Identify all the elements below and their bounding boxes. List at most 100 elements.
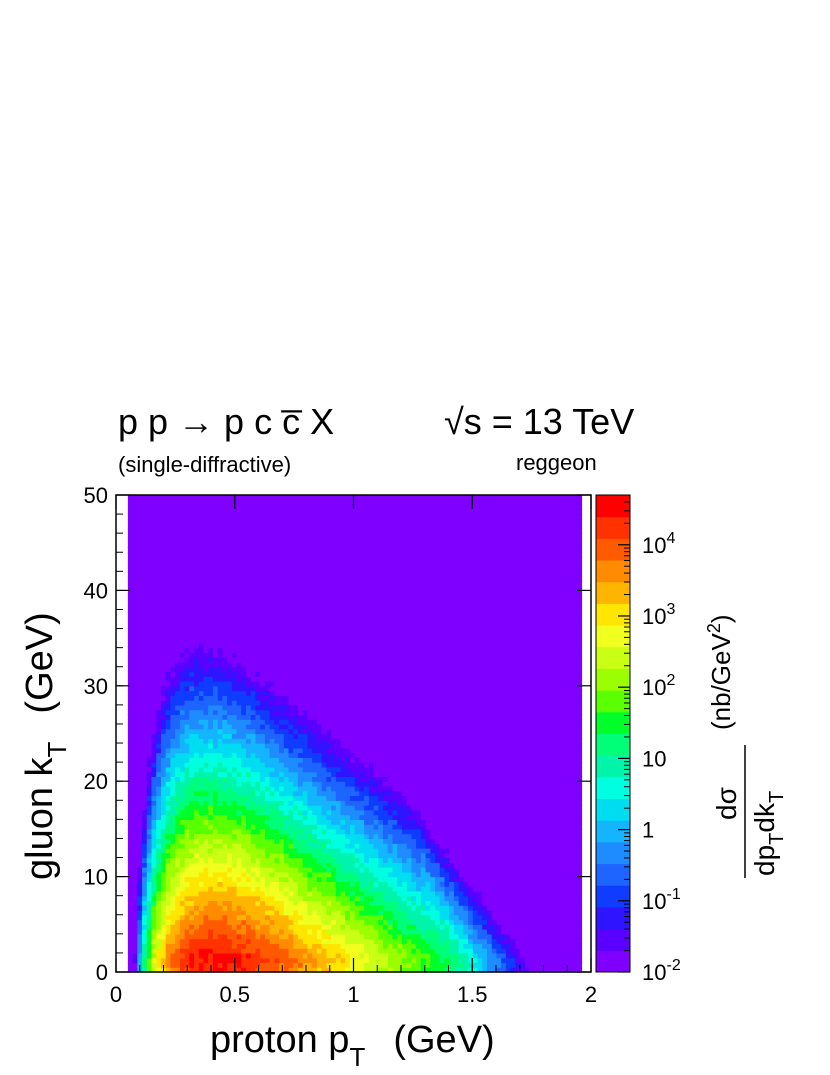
heatmap-cell [132, 542, 138, 549]
heatmap-cell [326, 785, 332, 792]
heatmap-cell [208, 638, 214, 644]
heatmap-cell [127, 919, 134, 925]
heatmap-cell [312, 537, 318, 544]
heatmap-cell [236, 852, 242, 859]
heatmap-cell [250, 533, 257, 539]
heatmap-cell [293, 962, 299, 968]
heatmap-cell [255, 752, 261, 758]
heatmap-cell [340, 633, 346, 639]
heatmap-cell [335, 566, 342, 572]
heatmap-cell [246, 566, 252, 572]
heatmap-cell [179, 638, 186, 644]
heatmap-cell [335, 781, 342, 787]
heatmap-cell [354, 599, 361, 606]
heatmap-cell [132, 619, 138, 625]
heatmap-cell [335, 719, 342, 725]
heatmap-cell [331, 652, 337, 658]
heatmap-cell [340, 957, 346, 964]
heatmap-cell [227, 771, 233, 778]
heatmap-cell [283, 681, 290, 687]
heatmap-cell [331, 638, 337, 644]
heatmap-cell [269, 929, 275, 935]
heatmap-cell [194, 752, 200, 758]
heatmap-cell [345, 700, 351, 706]
heatmap-cell [326, 533, 332, 539]
heatmap-cell [198, 642, 205, 649]
heatmap-cell [349, 771, 356, 778]
heatmap-cell [345, 619, 351, 625]
heatmap-cell [137, 776, 143, 782]
heatmap-cell [312, 809, 318, 816]
heatmap-cell [312, 943, 318, 949]
heatmap-cell [274, 709, 280, 716]
heatmap-cell [165, 781, 172, 787]
heatmap-cell [279, 690, 285, 696]
heatmap-cell [208, 952, 214, 959]
heatmap-cell [279, 537, 285, 544]
heatmap-cell [302, 867, 309, 873]
heatmap-cell [297, 824, 304, 830]
heatmap-cell [331, 676, 337, 682]
heatmap-cell [212, 542, 219, 549]
heatmap-cell [175, 528, 181, 534]
heatmap-cell [250, 785, 257, 792]
heatmap-cell [208, 561, 214, 568]
heatmap-cell [326, 690, 332, 696]
heatmap-cell [331, 790, 337, 797]
heatmap-cell [179, 924, 186, 930]
heatmap-cell [170, 547, 176, 553]
heatmap-cell [208, 523, 214, 529]
heatmap-cell [165, 838, 172, 844]
heatmap-cell [189, 561, 195, 568]
heatmap-cell [340, 566, 346, 572]
heatmap-cell [156, 785, 162, 792]
heatmap-cell [307, 762, 313, 768]
heatmap-cell [302, 862, 309, 868]
heatmap-cell [293, 909, 299, 916]
heatmap-cell [321, 781, 327, 787]
heatmap-cell [302, 676, 309, 682]
heatmap-cell [335, 871, 342, 878]
heatmap-cell [203, 871, 209, 878]
heatmap-cell [255, 518, 261, 525]
heatmap-cell [302, 495, 309, 501]
heatmap-cell [250, 657, 257, 663]
heatmap-cell [231, 819, 238, 825]
heatmap-cell [297, 599, 304, 606]
heatmap-cell [260, 781, 266, 787]
heatmap-cell [331, 876, 337, 882]
heatmap-cell [132, 499, 138, 506]
heatmap-cell [127, 743, 134, 749]
heatmap-cell [222, 929, 228, 935]
heatmap-cell [203, 666, 209, 673]
heatmap-cell [203, 657, 209, 663]
heatmap-cell [307, 681, 313, 687]
heatmap-cell [274, 652, 280, 658]
heatmap-cell [142, 738, 148, 744]
heatmap-cell [151, 514, 157, 520]
heatmap-cell [359, 685, 365, 692]
heatmap-cell [236, 757, 242, 763]
heatmap-cell [165, 499, 172, 506]
heatmap-cell [132, 585, 138, 591]
heatmap-cell [250, 843, 257, 849]
heatmap-cell [160, 537, 167, 544]
heatmap-cell [274, 943, 280, 949]
heatmap-cell [165, 666, 172, 673]
heatmap-cell [222, 776, 228, 782]
heatmap-cell [260, 862, 266, 868]
heatmap-cell [312, 533, 318, 539]
heatmap-cell [127, 504, 134, 510]
heatmap-cell [264, 571, 271, 577]
heatmap-cell [170, 714, 176, 720]
heatmap-cell [165, 681, 172, 687]
heatmap-cell [198, 909, 205, 916]
heatmap-cell [326, 814, 332, 820]
heatmap-cell [127, 871, 134, 878]
heatmap-cell [132, 752, 138, 758]
heatmap-cell [250, 828, 257, 835]
heatmap-cell [354, 800, 361, 806]
heatmap-cell [335, 685, 342, 692]
heatmap-cell [151, 614, 157, 620]
heatmap-cell [212, 943, 219, 949]
